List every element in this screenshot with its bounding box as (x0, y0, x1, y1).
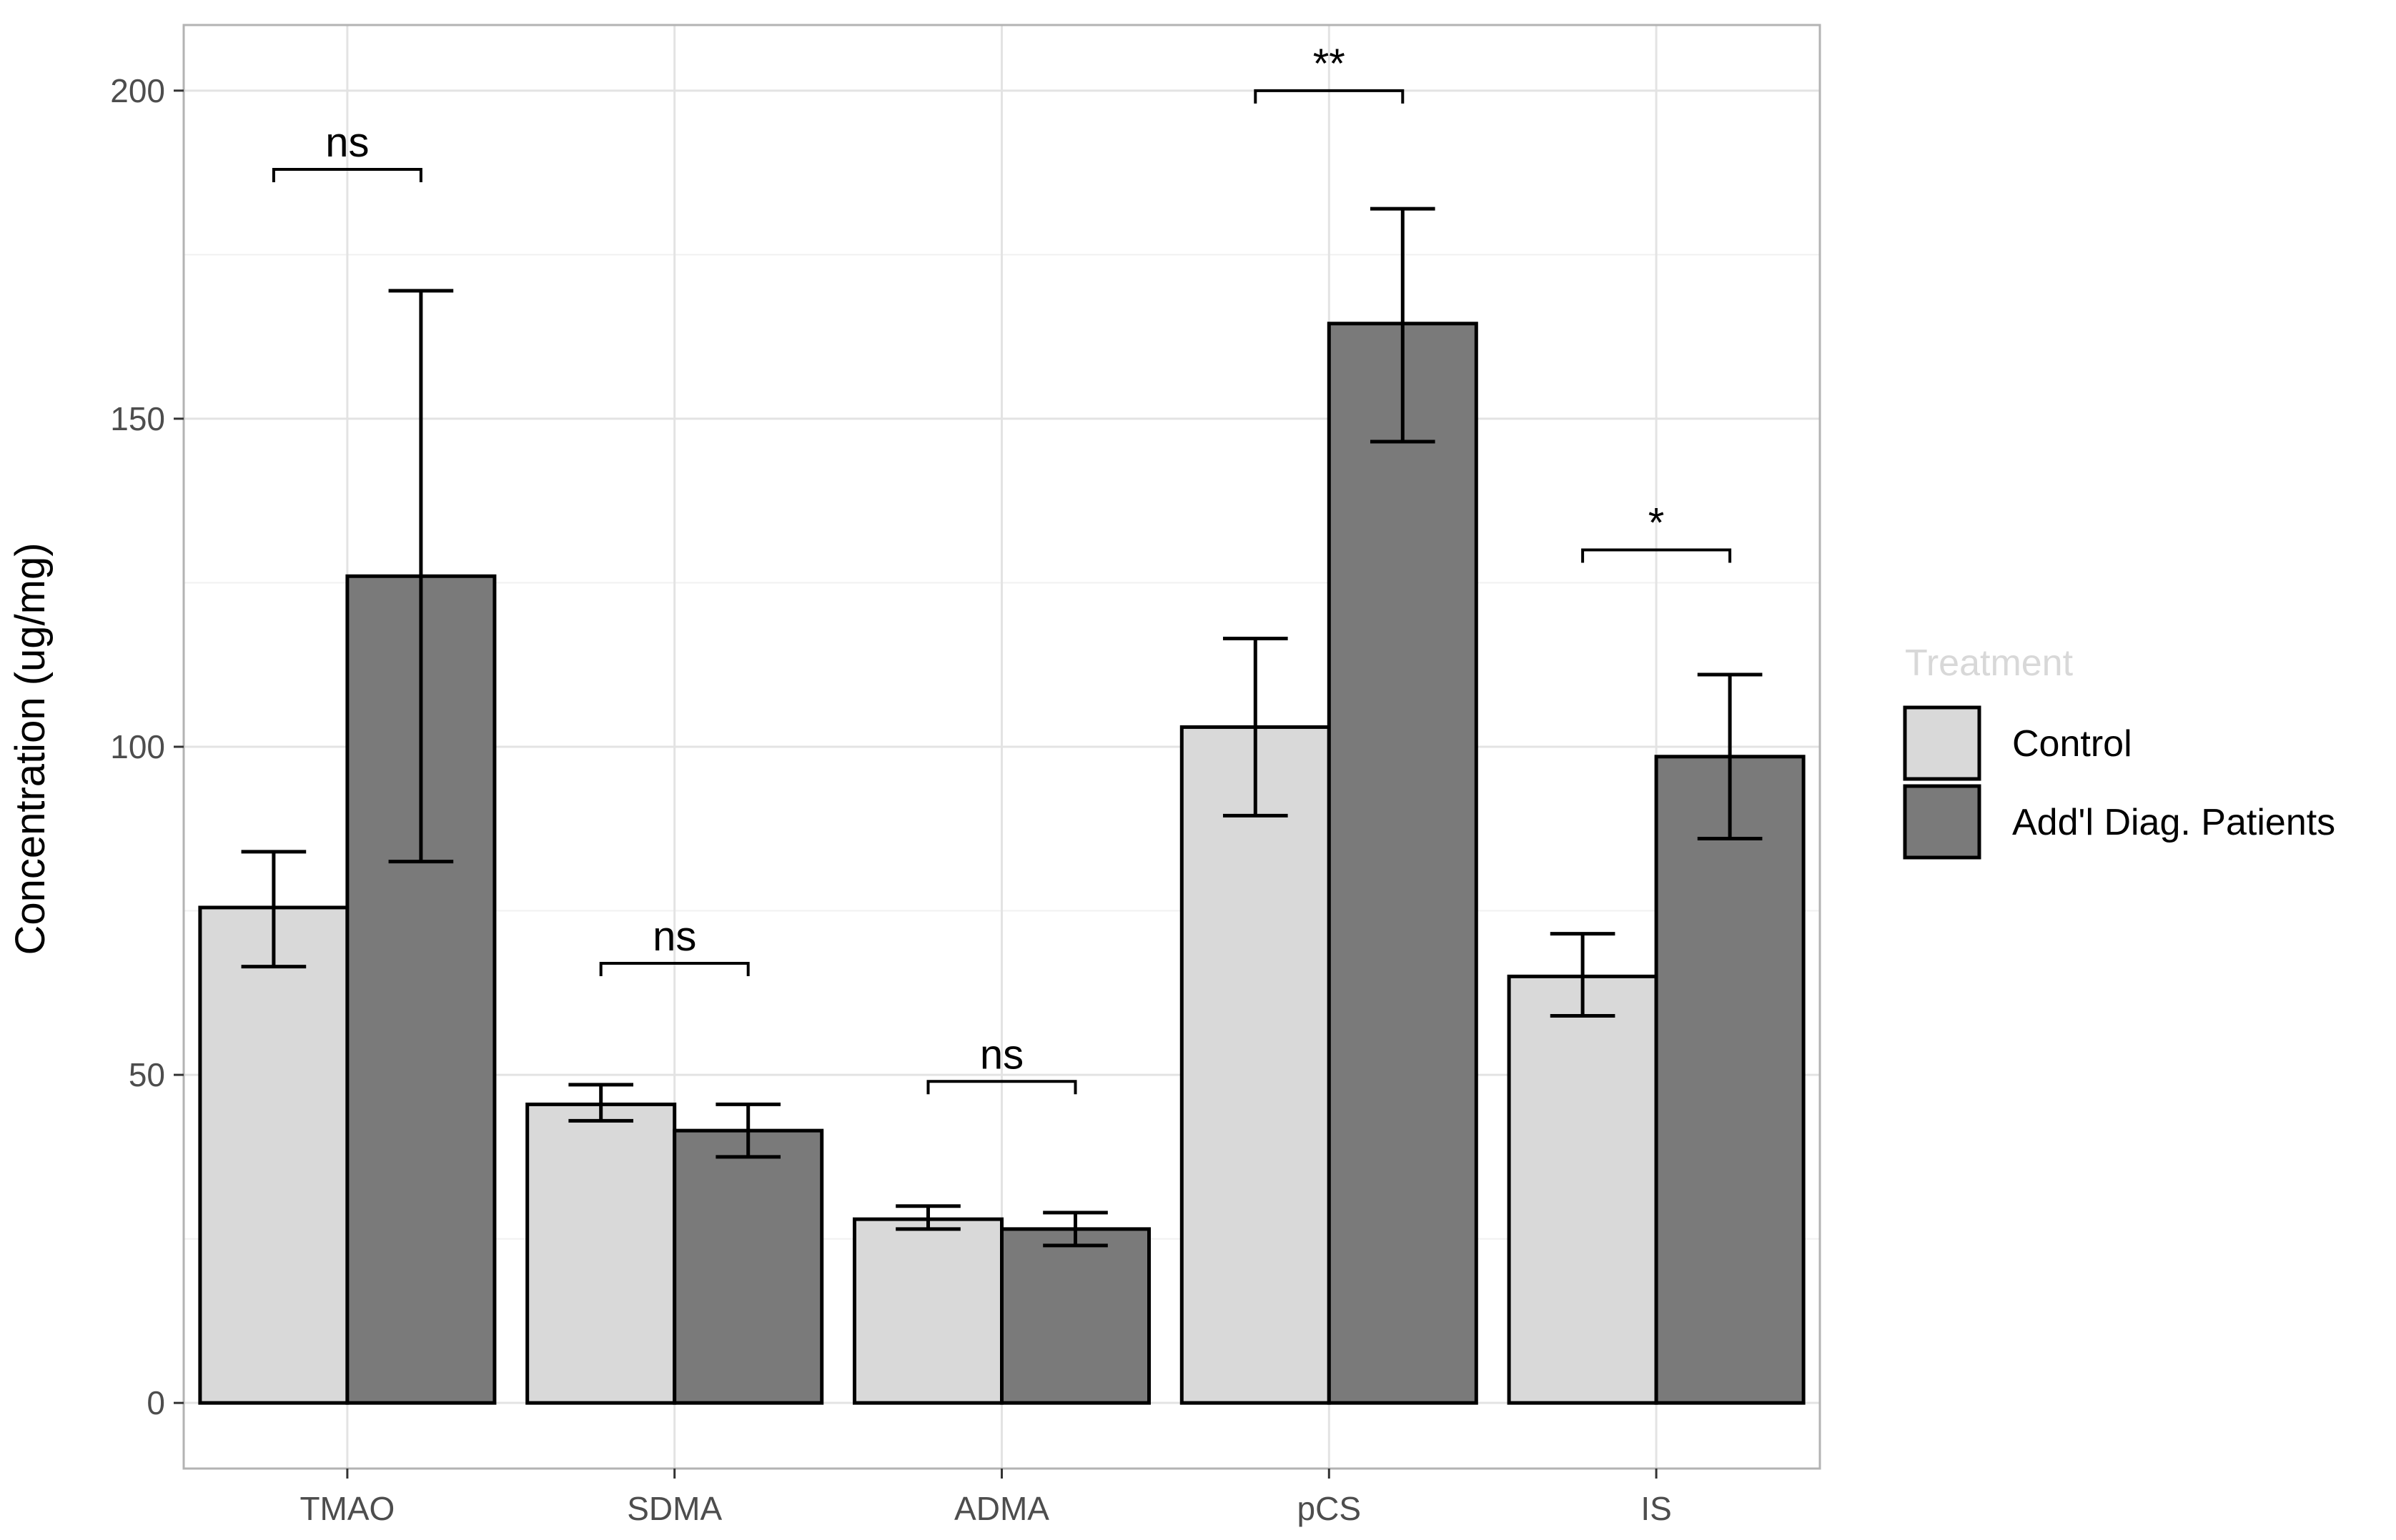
legend: Treatment Control Add'l Diag. Patients (1903, 642, 2335, 860)
significance-bracket (1254, 89, 1405, 104)
x-tick-label: SDMA (627, 1490, 722, 1527)
significance-label: ns (325, 119, 369, 166)
legend-label: Add'l Diag. Patients (2012, 802, 2335, 843)
x-tick-label: IS (1640, 1490, 1671, 1527)
bar (1000, 1227, 1152, 1405)
y-tick-label: 100 (110, 728, 165, 765)
bar (1327, 322, 1478, 1405)
x-axis-ticks: TMAO SDMA ADMA pCS IS (300, 1469, 1672, 1527)
x-tick-label: pCS (1297, 1490, 1361, 1527)
significance-label: ns (653, 913, 696, 960)
bar (852, 1217, 1004, 1405)
y-tick-label: 0 (147, 1384, 165, 1421)
bar (1654, 755, 1806, 1405)
bar (1179, 725, 1331, 1405)
significance-bracket (599, 962, 750, 976)
bar (673, 1128, 824, 1405)
y-tick-label: 200 (110, 72, 165, 109)
significance-label: ns (980, 1031, 1024, 1078)
legend-key (1903, 784, 1981, 860)
y-axis-title: Concentration (ug/mg) (7, 542, 54, 955)
significance-bracket (1581, 548, 1732, 563)
y-tick-label: 150 (110, 400, 165, 437)
y-axis-ticks: 0 50 100 150 200 (110, 72, 184, 1421)
x-tick-label: ADMA (954, 1490, 1049, 1527)
significance-bracket (272, 168, 422, 182)
legend-title: Treatment (1905, 642, 2074, 684)
bar (198, 905, 350, 1405)
bar (1507, 974, 1658, 1405)
legend-key (1903, 705, 1981, 781)
significance-label: ** (1313, 41, 1345, 87)
legend-label: Control (2012, 723, 2132, 765)
bar (525, 1102, 677, 1405)
significance-label: * (1648, 500, 1665, 547)
x-tick-label: TMAO (300, 1490, 395, 1527)
error-bar-marks (241, 207, 1763, 1248)
significance-bracket (926, 1080, 1077, 1095)
y-tick-label: 50 (129, 1056, 165, 1093)
bar-marks (198, 322, 1806, 1405)
